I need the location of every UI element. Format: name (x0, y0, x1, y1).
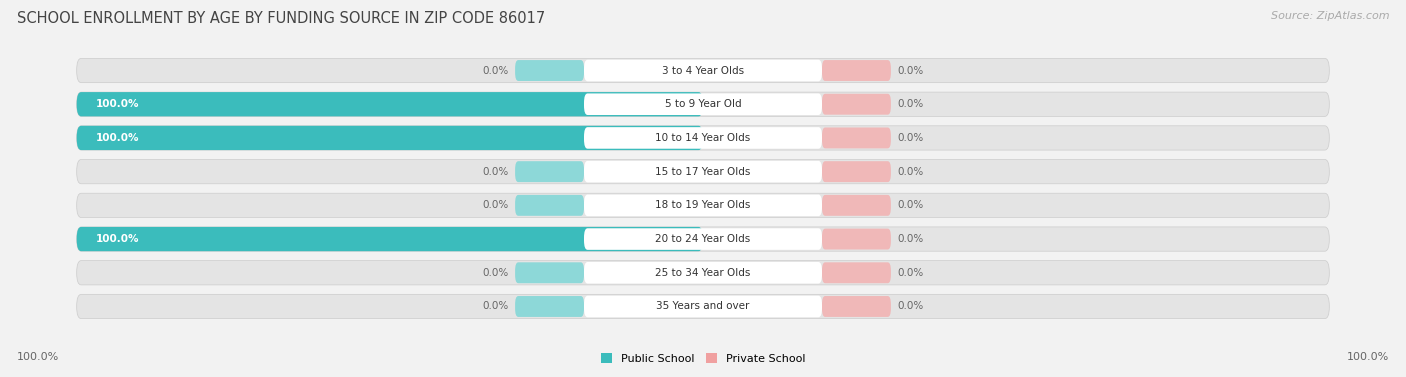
FancyBboxPatch shape (515, 195, 583, 216)
FancyBboxPatch shape (77, 227, 1329, 251)
FancyBboxPatch shape (77, 159, 1329, 184)
Text: 0.0%: 0.0% (482, 268, 509, 278)
FancyBboxPatch shape (823, 296, 891, 317)
Text: 5 to 9 Year Old: 5 to 9 Year Old (665, 99, 741, 109)
Text: 0.0%: 0.0% (897, 66, 924, 75)
Text: 0.0%: 0.0% (482, 66, 509, 75)
Text: 0.0%: 0.0% (897, 167, 924, 177)
Text: 20 to 24 Year Olds: 20 to 24 Year Olds (655, 234, 751, 244)
Text: 100.0%: 100.0% (17, 352, 59, 362)
Text: 0.0%: 0.0% (897, 99, 924, 109)
FancyBboxPatch shape (77, 58, 1329, 83)
FancyBboxPatch shape (583, 60, 823, 81)
Text: SCHOOL ENROLLMENT BY AGE BY FUNDING SOURCE IN ZIP CODE 86017: SCHOOL ENROLLMENT BY AGE BY FUNDING SOUR… (17, 11, 546, 26)
Text: 100.0%: 100.0% (1347, 352, 1389, 362)
FancyBboxPatch shape (583, 296, 823, 317)
Text: Source: ZipAtlas.com: Source: ZipAtlas.com (1271, 11, 1389, 21)
Text: 0.0%: 0.0% (897, 234, 924, 244)
FancyBboxPatch shape (77, 126, 1329, 150)
Text: 10 to 14 Year Olds: 10 to 14 Year Olds (655, 133, 751, 143)
FancyBboxPatch shape (77, 227, 703, 251)
FancyBboxPatch shape (583, 195, 823, 216)
FancyBboxPatch shape (515, 161, 583, 182)
Text: 0.0%: 0.0% (482, 167, 509, 177)
Text: 100.0%: 100.0% (96, 99, 139, 109)
Text: 100.0%: 100.0% (96, 133, 139, 143)
Text: 35 Years and over: 35 Years and over (657, 302, 749, 311)
FancyBboxPatch shape (583, 228, 823, 250)
Text: 0.0%: 0.0% (897, 302, 924, 311)
FancyBboxPatch shape (823, 262, 891, 283)
Text: 3 to 4 Year Olds: 3 to 4 Year Olds (662, 66, 744, 75)
Text: 100.0%: 100.0% (96, 234, 139, 244)
FancyBboxPatch shape (77, 92, 703, 116)
FancyBboxPatch shape (823, 228, 891, 250)
FancyBboxPatch shape (77, 126, 703, 150)
Text: 0.0%: 0.0% (897, 200, 924, 210)
FancyBboxPatch shape (583, 161, 823, 182)
Legend: Public School, Private School: Public School, Private School (600, 354, 806, 364)
FancyBboxPatch shape (583, 93, 823, 115)
Text: 0.0%: 0.0% (897, 268, 924, 278)
FancyBboxPatch shape (583, 127, 823, 149)
FancyBboxPatch shape (515, 262, 583, 283)
FancyBboxPatch shape (77, 261, 1329, 285)
FancyBboxPatch shape (515, 60, 583, 81)
FancyBboxPatch shape (823, 60, 891, 81)
FancyBboxPatch shape (515, 296, 583, 317)
FancyBboxPatch shape (823, 127, 891, 149)
Text: 25 to 34 Year Olds: 25 to 34 Year Olds (655, 268, 751, 278)
FancyBboxPatch shape (583, 262, 823, 284)
Text: 0.0%: 0.0% (482, 200, 509, 210)
Text: 18 to 19 Year Olds: 18 to 19 Year Olds (655, 200, 751, 210)
FancyBboxPatch shape (823, 94, 891, 115)
Text: 0.0%: 0.0% (897, 133, 924, 143)
FancyBboxPatch shape (77, 193, 1329, 218)
Text: 0.0%: 0.0% (482, 302, 509, 311)
FancyBboxPatch shape (823, 195, 891, 216)
FancyBboxPatch shape (77, 92, 1329, 116)
FancyBboxPatch shape (823, 161, 891, 182)
Text: 15 to 17 Year Olds: 15 to 17 Year Olds (655, 167, 751, 177)
FancyBboxPatch shape (77, 294, 1329, 319)
